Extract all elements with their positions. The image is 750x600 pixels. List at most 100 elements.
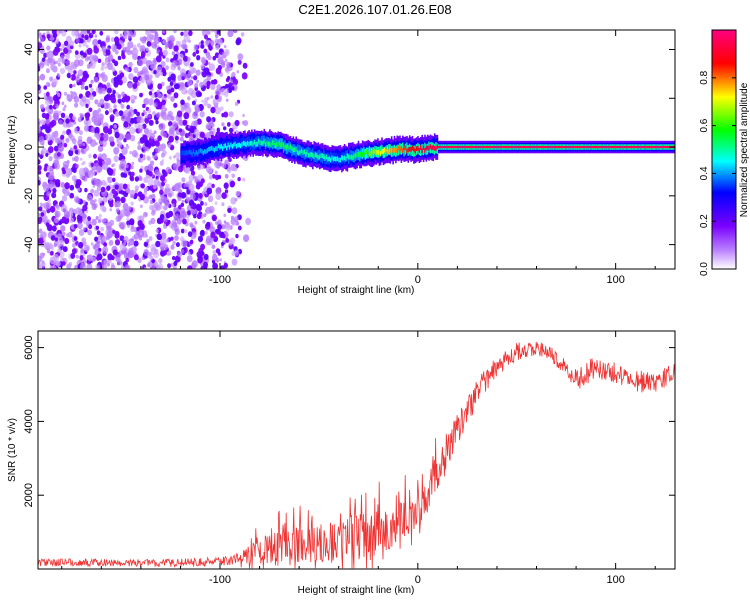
noise-speckle <box>73 236 78 241</box>
noise-speckle <box>173 155 176 159</box>
noise-speckle <box>38 217 42 224</box>
ridge-band-cell <box>278 140 281 146</box>
noise-speckle <box>97 145 104 152</box>
noise-speckle <box>111 255 115 261</box>
noise-speckle <box>175 242 180 248</box>
noise-speckle <box>200 63 205 70</box>
ridge-band-cell <box>345 150 347 162</box>
ridge-band-cell <box>667 145 670 149</box>
noise-speckle <box>48 56 54 64</box>
noise-speckle <box>72 83 76 88</box>
noise-speckle <box>200 164 205 170</box>
noise-speckle <box>146 131 152 138</box>
noise-speckle <box>177 59 183 66</box>
noise-speckle <box>43 241 46 245</box>
noise-speckle <box>178 119 184 126</box>
noise-speckle <box>119 33 123 38</box>
ridge-band-cell <box>408 146 411 152</box>
noise-speckle <box>113 60 119 67</box>
noise-speckle <box>167 142 172 148</box>
noise-speckle <box>38 125 42 134</box>
ridge-band-cell <box>222 146 224 151</box>
noise-speckle <box>190 128 195 134</box>
ridge-band-cell <box>224 143 227 148</box>
noise-speckle <box>172 256 176 261</box>
noise-speckle <box>155 32 159 38</box>
ridge-band-cell <box>450 145 453 149</box>
ridge-band-cell <box>523 145 526 149</box>
ridge-band-cell <box>411 145 414 157</box>
noise-speckle <box>57 247 62 254</box>
noise-speckle <box>71 30 77 37</box>
noise-speckle <box>77 69 84 77</box>
bottom-y-tick-label: 6000 <box>23 335 35 359</box>
noise-speckle <box>84 125 90 132</box>
ridge-band-cell <box>550 145 552 149</box>
noise-speckle <box>70 252 76 259</box>
noise-speckle <box>218 95 222 101</box>
noise-speckle <box>125 133 132 140</box>
noise-speckle <box>146 41 152 47</box>
noise-speckle <box>71 175 77 182</box>
noise-speckle <box>150 193 156 200</box>
noise-speckle <box>229 237 236 245</box>
ridge-band-cell <box>372 149 375 155</box>
noise-speckle <box>78 130 83 136</box>
noise-speckle <box>187 88 194 96</box>
noise-speckle <box>94 99 99 105</box>
noise-speckle <box>229 180 236 187</box>
noise-speckle <box>153 178 160 186</box>
noise-speckle <box>38 238 41 245</box>
ridge-band-cell <box>595 145 598 149</box>
ridge-band-cell <box>317 155 320 160</box>
ridge-band-cell <box>428 145 430 151</box>
noise-speckle <box>66 191 71 196</box>
ridge-band-cell <box>464 145 466 149</box>
ridge-band-cell <box>378 149 381 155</box>
noise-speckle <box>128 109 135 118</box>
ridge-band-cell <box>186 150 188 155</box>
ridge-band-cell <box>181 150 184 156</box>
ridge-band-cell <box>616 145 619 149</box>
noise-speckle <box>148 236 153 241</box>
ridge-band-cell <box>472 145 475 149</box>
noise-speckle <box>240 32 245 37</box>
noise-speckle <box>197 256 203 264</box>
noise-speckle <box>75 207 82 215</box>
ridge-band-cell <box>493 145 495 149</box>
noise-speckle <box>163 197 169 205</box>
noise-speckle <box>38 34 43 39</box>
noise-speckle <box>45 222 50 228</box>
ridge-band-cell <box>586 145 588 149</box>
noise-speckle <box>119 235 125 242</box>
noise-speckle <box>214 94 219 100</box>
ridge-band-cell <box>469 145 472 149</box>
noise-speckle <box>180 31 184 36</box>
ridge-band-cell <box>424 148 426 153</box>
ridge-band-cell <box>594 145 597 149</box>
noise-speckle <box>124 95 130 103</box>
noise-speckle <box>133 66 139 74</box>
noise-speckle <box>153 261 159 268</box>
noise-speckle <box>97 39 102 45</box>
noise-speckle <box>102 135 109 142</box>
noise-speckle <box>62 130 66 135</box>
noise-speckle <box>109 116 115 123</box>
ridge-band-cell <box>663 145 666 149</box>
noise-speckle <box>188 39 191 43</box>
ridge-band-cell <box>652 145 655 149</box>
noise-speckle <box>100 186 106 193</box>
noise-speckle <box>43 166 48 172</box>
noise-speckle <box>168 42 175 50</box>
ridge-band-cell <box>453 145 455 149</box>
noise-speckle <box>85 115 90 121</box>
noise-speckle <box>200 229 205 235</box>
noise-speckle <box>173 260 178 266</box>
noise-speckle <box>234 101 239 107</box>
noise-speckle <box>106 82 111 87</box>
ridge-band-cell <box>534 145 537 149</box>
ridge-band-cell <box>295 146 297 158</box>
noise-speckle <box>186 218 190 223</box>
top-x-tick-label: -100 <box>209 274 231 286</box>
